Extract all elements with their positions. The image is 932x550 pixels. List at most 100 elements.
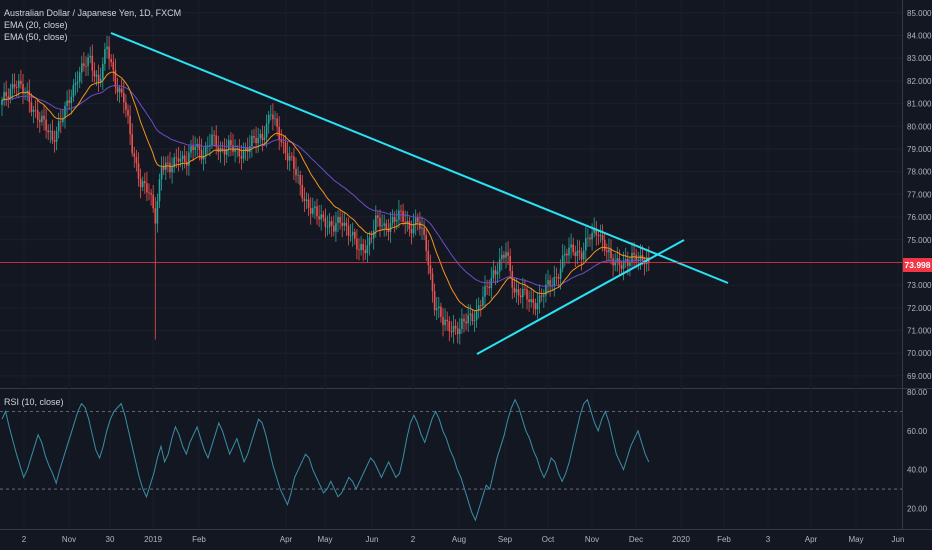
candle-body [599,235,602,236]
symbol-title: Australian Dollar / Japanese Yen, 1D, FX… [4,8,182,18]
candle-body [641,255,644,261]
candle-body [375,215,377,231]
candle-body [528,299,530,302]
candle-body [9,88,12,98]
candle-body [385,223,388,229]
candle-body [97,74,100,82]
candle-body [156,201,159,224]
candle-body [494,270,497,275]
candle-body [286,153,289,161]
candle-body [446,319,448,322]
candle-body [603,240,606,251]
candle-body [349,235,352,237]
candle-body [587,237,589,239]
candle-body [538,295,541,304]
candle-body [616,258,619,262]
candle-body [536,303,539,310]
price-pane [0,32,902,355]
ema20-line [1,71,649,312]
candle-body [347,225,350,236]
candle-body [450,331,453,333]
candle-body [108,46,110,60]
candle-body [11,84,14,89]
ema20-legend[interactable]: EMA (20, close) [4,20,68,30]
candle-body [629,262,631,266]
candle-body [200,149,203,160]
rsi-tick-label: 80.00 [907,388,928,397]
candle-body [391,216,394,224]
candle-body [440,306,442,317]
candle-body [39,119,41,122]
candle-body [511,271,514,288]
rsi-tick-label: 60.00 [907,427,928,436]
candle-body [295,168,297,176]
candle-body [585,238,587,251]
ascending-trendline[interactable] [476,239,685,355]
time-tick-label: 2 [22,535,27,544]
candle-body [400,210,402,212]
candle-body [320,214,322,220]
candle-body [110,59,112,63]
candle-body [152,194,154,209]
descending-trendline[interactable] [110,32,729,284]
candle-body [253,136,255,138]
candle-body [608,249,610,253]
candle-body [299,175,301,185]
candle-body [337,216,339,223]
candle-body [70,96,73,104]
price-tick-label: 79.000 [907,145,932,154]
candle-body [190,146,192,153]
candle-body [545,284,547,296]
candle-body [83,63,85,66]
candle-body [36,110,39,120]
candle-body [146,183,148,193]
candle-body [223,149,226,155]
ema50-legend[interactable]: EMA (50, close) [4,32,68,42]
ema50-line [1,85,649,287]
candle-body [301,184,304,199]
candle-body [112,62,115,71]
candle-body [22,84,24,93]
rsi-pane [0,398,902,522]
candle-body [431,273,434,292]
candle-body [442,316,444,326]
time-tick-label: Aug [452,535,466,544]
candle-body [186,162,188,166]
candle-body [561,255,564,269]
price-tick-label: 82.000 [907,77,932,86]
candle-body [622,261,625,269]
candle-body [249,146,251,152]
candle-body [557,277,560,279]
candle-body [251,136,253,147]
rsi-legend[interactable]: RSI (10, close) [4,397,64,407]
candle-body [240,156,243,159]
candle-body [339,216,341,224]
candle-body [618,258,621,265]
candle-body [51,130,54,141]
candle-body [379,217,381,227]
candle-body [133,153,136,157]
candle-body [116,87,119,93]
candle-body [362,244,364,250]
candle-body [129,115,131,135]
candle-body [139,178,142,188]
candle-body [553,277,556,286]
candle-body [540,295,543,297]
candle-body [488,286,490,289]
candle-body [179,159,182,162]
candle-body [158,179,161,202]
candle-body [62,118,64,123]
candle-body [402,211,404,222]
candle-body [505,252,507,258]
candle-body [360,244,362,251]
price-tick-label: 78.000 [907,168,932,177]
time-tick-label: Feb [192,535,206,544]
candle-body [288,156,291,161]
candle-body [559,268,562,279]
rsi-tick-label: 40.00 [907,466,928,475]
candle-body [81,63,83,73]
price-tick-label: 84.000 [907,32,932,41]
candle-body [370,237,373,239]
candle-body [74,82,77,86]
